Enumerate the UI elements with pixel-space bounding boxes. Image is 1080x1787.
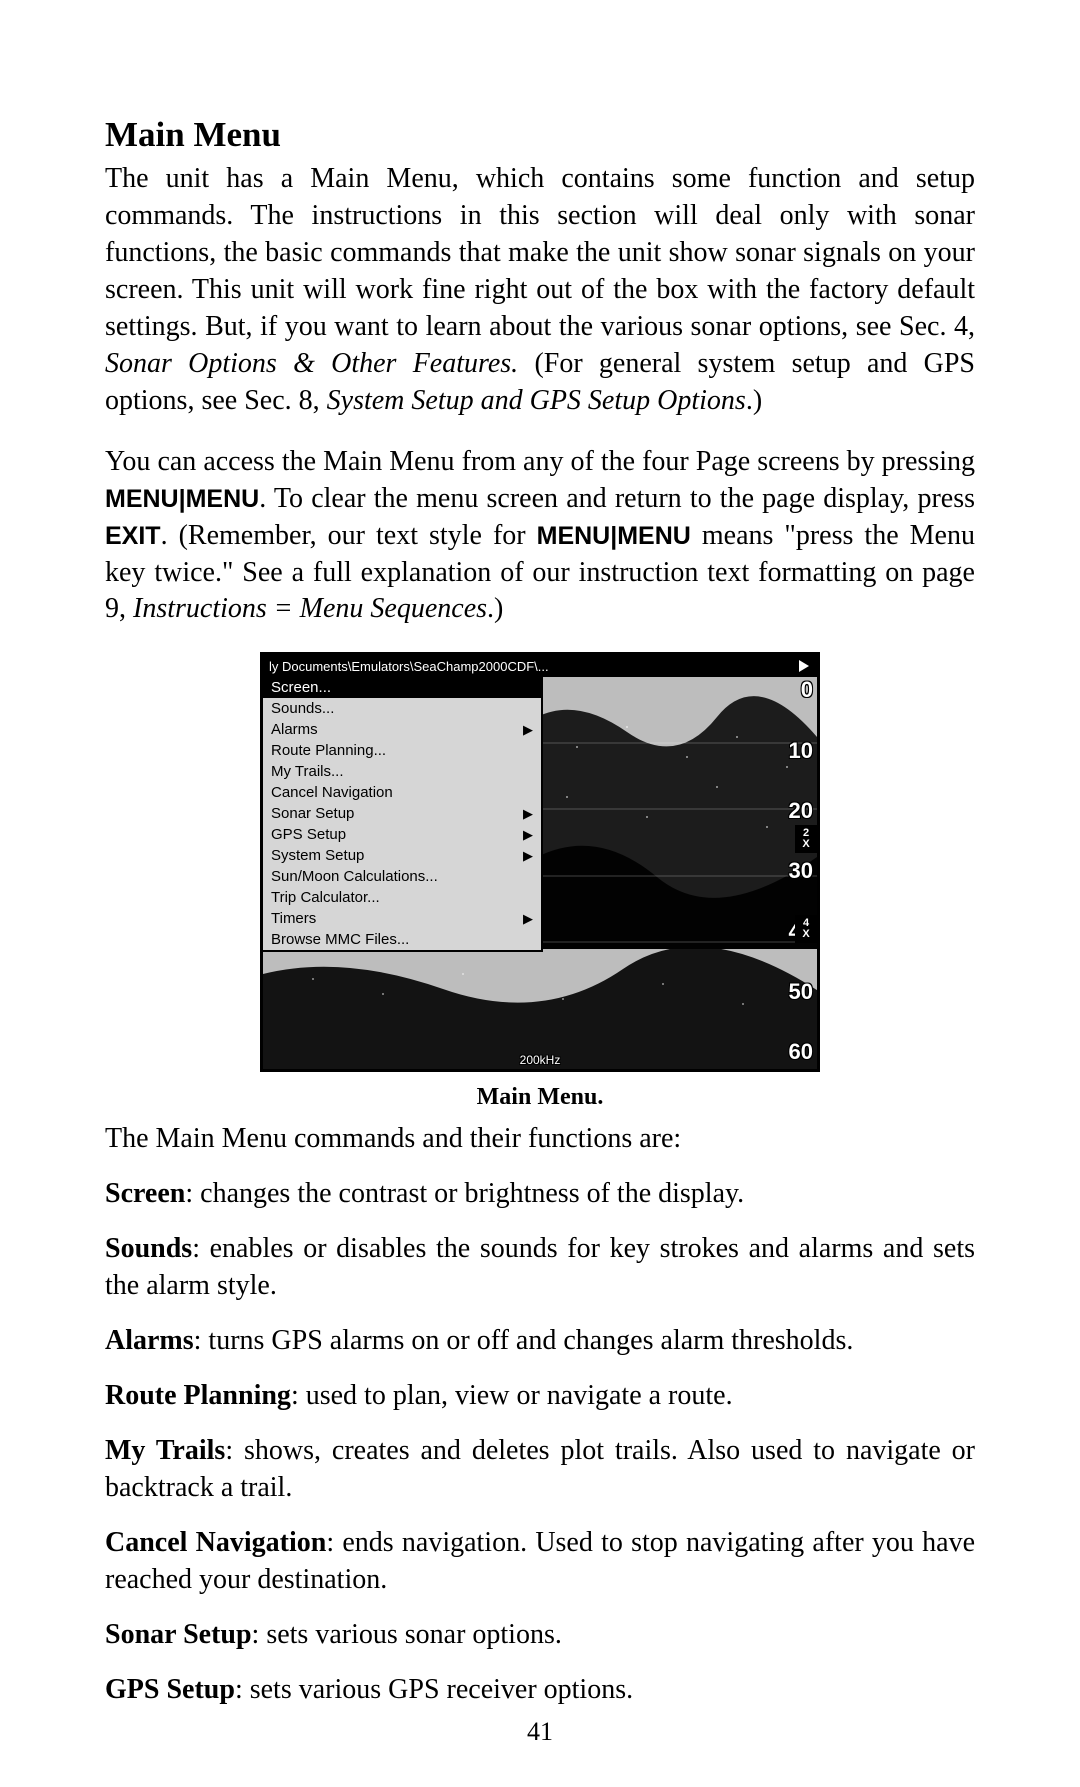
menu-item[interactable]: Sun/Moon Calculations...	[263, 866, 541, 887]
menu-item-label: Alarms	[271, 721, 318, 738]
definition-item: Cancel Navigation: ends navigation. Used…	[105, 1525, 975, 1599]
play-icon	[799, 660, 811, 672]
menu-item-label: Browse MMC Files...	[271, 931, 409, 948]
zoom-badge: 2X	[795, 825, 817, 853]
text-run: . To clear the menu screen and return to…	[259, 483, 975, 514]
paragraph-2: You can access the Main Menu from any of…	[105, 444, 975, 629]
menu-item[interactable]: Timers ▶	[263, 908, 541, 929]
definition-term: Alarms	[105, 1325, 194, 1356]
definition-item: Route Planning: used to plan, view or na…	[105, 1378, 975, 1415]
definitions-intro: The Main Menu commands and their functio…	[105, 1121, 975, 1158]
menu-item[interactable]: Trip Calculator...	[263, 887, 541, 908]
text-run: You can access the Main Menu from any of…	[105, 446, 975, 477]
definition-item: My Trails: shows, creates and deletes pl…	[105, 1433, 975, 1507]
definition-term: Screen	[105, 1178, 185, 1209]
frequency-label: 200kHz	[520, 1053, 561, 1067]
key-menu-menu: MENU|MENU	[105, 485, 259, 513]
window-titlebar: ly Documents\Emulators\SeaChamp2000CDF\.…	[263, 655, 817, 677]
menu-item-label: GPS Setup	[271, 826, 346, 843]
menu-item[interactable]: My Trails...	[263, 761, 541, 782]
key-menu-menu-2: MENU|MENU	[537, 522, 691, 550]
menu-item[interactable]: Cancel Navigation	[263, 782, 541, 803]
menu-item-label: Timers	[271, 910, 316, 927]
submenu-arrow-icon: ▶	[523, 806, 533, 822]
definition-term: My Trails	[105, 1435, 225, 1466]
menu-item[interactable]: Route Planning...	[263, 740, 541, 761]
device-screenshot: ly Documents\Emulators\SeaChamp2000CDF\.…	[260, 652, 820, 1072]
page-number: 41	[0, 1717, 1080, 1747]
depth-tick: 10	[789, 738, 813, 764]
titlebar-path: ly Documents\Emulators\SeaChamp2000CDF\.…	[269, 659, 549, 674]
text-run: .)	[746, 385, 762, 416]
menu-item[interactable]: Browse MMC Files...	[263, 929, 541, 950]
italic-ref-3: Instructions = Menu Sequences	[133, 593, 487, 624]
menu-item-label: Cancel Navigation	[271, 784, 393, 801]
definition-text: : turns GPS alarms on or off and changes…	[194, 1325, 854, 1356]
submenu-arrow-icon: ▶	[523, 911, 533, 927]
menu-item[interactable]: Sounds...	[263, 698, 541, 719]
definition-term: Route Planning	[105, 1380, 291, 1411]
definition-term: Sonar Setup	[105, 1619, 252, 1650]
main-menu-panel: Screen... Sounds... Alarms ▶ Route Planning.…	[263, 677, 543, 952]
menu-item-label: Route Planning...	[271, 742, 386, 759]
sonar-display-bottom	[263, 949, 820, 1069]
definitions-list: Screen: changes the contrast or brightne…	[105, 1176, 975, 1708]
figure-caption: Main Menu.	[477, 1084, 604, 1111]
menu-item-label: Screen...	[271, 679, 331, 696]
definition-text: : used to plan, view or navigate a route…	[291, 1380, 733, 1411]
menu-item-label: Trip Calculator...	[271, 889, 380, 906]
depth-tick: 60	[789, 1039, 813, 1065]
menu-item-label: Sun/Moon Calculations...	[271, 868, 438, 885]
paragraph-1: The unit has a Main Menu, which contains…	[105, 161, 975, 420]
depth-tick: 0	[801, 677, 813, 703]
italic-ref-2: System Setup and GPS Setup Options	[327, 385, 746, 416]
menu-item-label: Sonar Setup	[271, 805, 354, 822]
definition-text: : enables or disables the sounds for key…	[105, 1233, 975, 1301]
menu-item[interactable]: Screen...	[263, 677, 541, 698]
manual-page: Main Menu The unit has a Main Menu, whic…	[0, 0, 1080, 1787]
menu-item[interactable]: System Setup ▶	[263, 845, 541, 866]
menu-item[interactable]: GPS Setup ▶	[263, 824, 541, 845]
zoom-badge: 4X	[795, 915, 817, 943]
menu-item[interactable]: Sonar Setup ▶	[263, 803, 541, 824]
definition-item: Sounds: enables or disables the sounds f…	[105, 1231, 975, 1305]
depth-tick: 30	[789, 858, 813, 884]
submenu-arrow-icon: ▶	[523, 827, 533, 843]
definition-text: : shows, creates and deletes plot trails…	[105, 1435, 975, 1503]
definition-item: Screen: changes the contrast or brightne…	[105, 1176, 975, 1213]
menu-item-label: System Setup	[271, 847, 364, 864]
menu-item[interactable]: Alarms ▶	[263, 719, 541, 740]
definition-text: : changes the contrast or brightness of …	[185, 1178, 744, 1209]
definition-item: Sonar Setup: sets various sonar options.	[105, 1617, 975, 1654]
definition-item: GPS Setup: sets various GPS receiver opt…	[105, 1672, 975, 1709]
definition-term: Cancel Navigation	[105, 1527, 326, 1558]
depth-tick: 50	[789, 979, 813, 1005]
submenu-arrow-icon: ▶	[523, 848, 533, 864]
definition-text: : sets various sonar options.	[252, 1619, 562, 1650]
text-run: The unit has a Main Menu, which contains…	[105, 163, 975, 342]
text-run: . (Remember, our text style for	[161, 520, 537, 551]
italic-ref-1: Sonar Options & Other Features.	[105, 348, 518, 379]
text-run: .)	[487, 593, 503, 624]
menu-item-label: Sounds...	[271, 700, 334, 717]
key-exit: EXIT	[105, 522, 161, 550]
definition-text: : sets various GPS receiver options.	[235, 1674, 633, 1705]
submenu-arrow-icon: ▶	[523, 722, 533, 738]
depth-scale: 0102030405060	[783, 677, 813, 1065]
definition-term: Sounds	[105, 1233, 192, 1264]
definition-term: GPS Setup	[105, 1674, 235, 1705]
page-title: Main Menu	[105, 115, 975, 155]
definition-item: Alarms: turns GPS alarms on or off and c…	[105, 1323, 975, 1360]
depth-tick: 20	[789, 798, 813, 824]
menu-item-label: My Trails...	[271, 763, 344, 780]
figure: ly Documents\Emulators\SeaChamp2000CDF\.…	[105, 652, 975, 1115]
